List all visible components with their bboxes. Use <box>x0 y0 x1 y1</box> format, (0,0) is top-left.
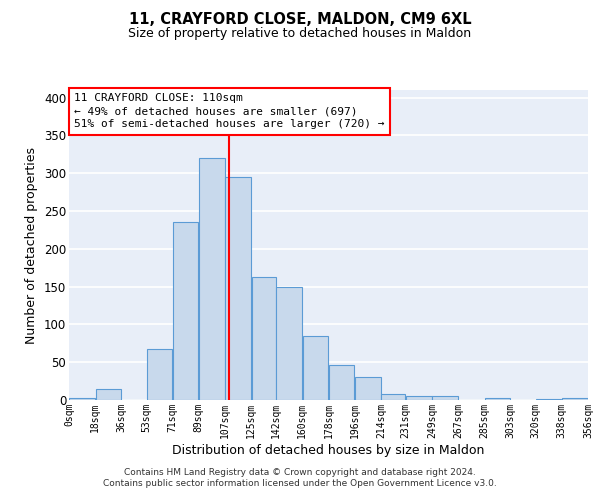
Text: Contains HM Land Registry data © Crown copyright and database right 2024.
Contai: Contains HM Land Registry data © Crown c… <box>103 468 497 487</box>
Text: Size of property relative to detached houses in Maldon: Size of property relative to detached ho… <box>128 28 472 40</box>
Bar <box>382 394 406 400</box>
Text: 11, CRAYFORD CLOSE, MALDON, CM9 6XL: 11, CRAYFORD CLOSE, MALDON, CM9 6XL <box>128 12 472 28</box>
Bar <box>173 222 199 400</box>
Bar <box>251 277 275 400</box>
Bar <box>355 378 380 400</box>
Bar <box>406 396 431 400</box>
Text: 11 CRAYFORD CLOSE: 110sqm
← 49% of detached houses are smaller (697)
51% of semi: 11 CRAYFORD CLOSE: 110sqm ← 49% of detac… <box>74 93 385 130</box>
Bar <box>433 396 458 400</box>
Bar <box>329 365 355 400</box>
Bar <box>146 348 172 400</box>
Bar <box>199 158 224 400</box>
Bar <box>562 398 587 400</box>
Bar <box>277 288 302 400</box>
Bar <box>226 177 251 400</box>
X-axis label: Distribution of detached houses by size in Maldon: Distribution of detached houses by size … <box>172 444 485 456</box>
Bar <box>485 398 511 400</box>
Y-axis label: Number of detached properties: Number of detached properties <box>25 146 38 344</box>
Bar <box>70 398 95 400</box>
Bar <box>536 399 562 400</box>
Bar <box>302 336 328 400</box>
Bar <box>95 388 121 400</box>
